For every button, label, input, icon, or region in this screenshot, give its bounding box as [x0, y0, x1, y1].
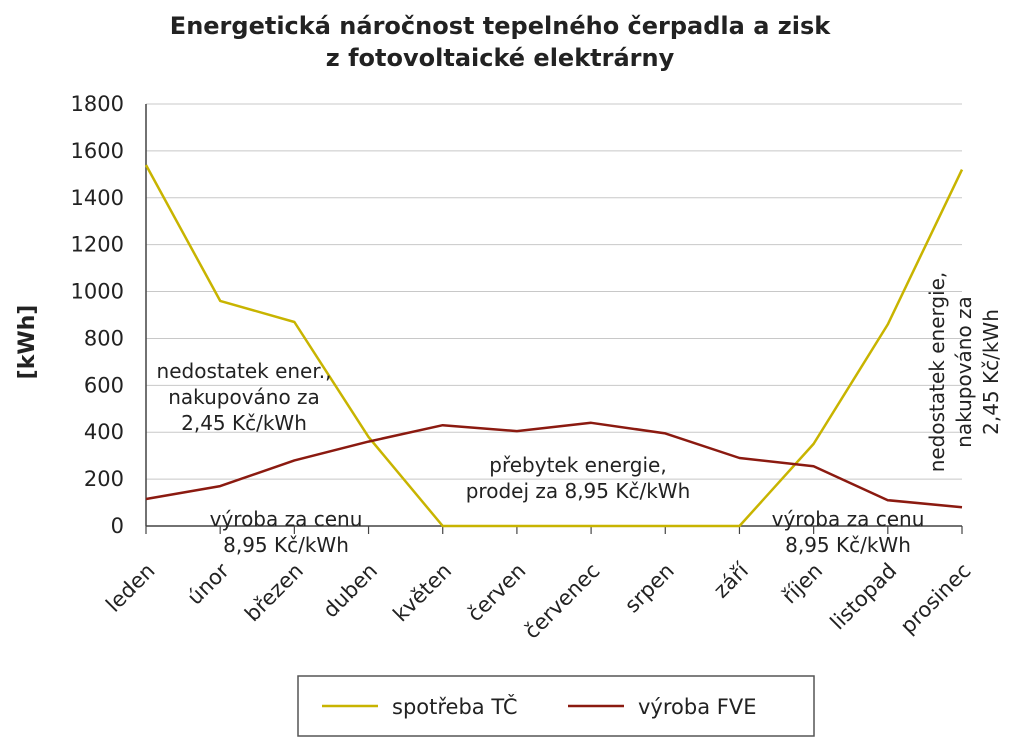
annotation-line: 8,95 Kč/kWh: [223, 533, 349, 557]
annotation: nedostatek ener.,nakupováno za2,45 Kč/kW…: [157, 359, 332, 435]
annotation-line: nakupováno za: [952, 296, 976, 448]
annotation-line: nedostatek ener.,: [157, 359, 332, 383]
y-tick-label: 1000: [71, 280, 124, 304]
annotation-line: 2,45 Kč/kWh: [979, 309, 1003, 435]
y-tick-label: 1200: [71, 233, 124, 257]
legend-box: [297, 675, 815, 737]
annotation-line: prodej za 8,95 Kč/kWh: [466, 479, 691, 503]
y-tick-label: 800: [84, 326, 124, 350]
annotations: nedostatek ener.,nakupováno za2,45 Kč/kW…: [157, 272, 1003, 557]
x-tick-label: únor: [183, 558, 234, 609]
chart-title-line: z fotovoltaické elektrárny: [326, 44, 675, 72]
y-tick-label: 1600: [71, 139, 124, 163]
x-tick-label: prosinec: [896, 559, 976, 639]
annotation: přebytek energie,prodej za 8,95 Kč/kWh: [466, 453, 691, 503]
x-tick-label: červenec: [520, 559, 605, 644]
y-tick-label: 400: [84, 420, 124, 444]
annotation: nedostatek energie, nakupováno za 2,45 Kč/…: [925, 272, 1003, 473]
x-tick-label: srpen: [620, 559, 679, 618]
chart-title: Energetická náročnost tepelného čerpadla…: [170, 12, 831, 72]
y-tick-label: 600: [84, 373, 124, 397]
y-axis-label: [kWh]: [15, 305, 40, 380]
annotation-line: 8,95 Kč/kWh: [785, 533, 911, 557]
x-tick-label: listopad: [826, 559, 902, 635]
x-tick-label: červen: [463, 559, 531, 627]
x-tick-label: březen: [240, 559, 308, 627]
y-tick-label: 1400: [71, 186, 124, 210]
x-tick-label: květen: [388, 559, 456, 627]
annotation-line: nakupováno za: [168, 385, 320, 409]
series-lines: [144, 164, 964, 528]
series-line: [145, 421, 963, 509]
y-tick-labels: 0 200 400 600 800 1000 1200 1400 1600 1800: [71, 92, 124, 538]
y-tick-label: 1800: [71, 92, 124, 116]
legend: spotřeba TČ výroba FVE: [297, 675, 815, 737]
annotation-line: přebytek energie,: [489, 453, 666, 477]
legend-label: spotřeba TČ: [392, 694, 518, 719]
y-tick-label: 200: [84, 467, 124, 491]
series-line: [144, 164, 964, 528]
x-tick-label: leden: [101, 559, 159, 617]
gridlines: [146, 103, 962, 527]
x-tick-label: duben: [318, 559, 382, 623]
chart-title-line: Energetická náročnost tepelného čerpadla…: [170, 12, 831, 40]
annotation-line: výroba za cenu: [772, 507, 925, 531]
x-tick-labels: leden únor březen duben květen červenčervenec…: [101, 558, 975, 644]
x-tick-label: říjen: [777, 559, 827, 609]
legend-label: výroba FVE: [638, 695, 756, 719]
y-tick-label: 0: [111, 514, 124, 538]
x-tick-label: září: [709, 558, 754, 603]
annotation-line: 2,45 Kč/kWh: [181, 411, 307, 435]
annotation-line: nedostatek energie,: [925, 272, 949, 473]
annotation-line: výroba za cenu: [210, 507, 363, 531]
